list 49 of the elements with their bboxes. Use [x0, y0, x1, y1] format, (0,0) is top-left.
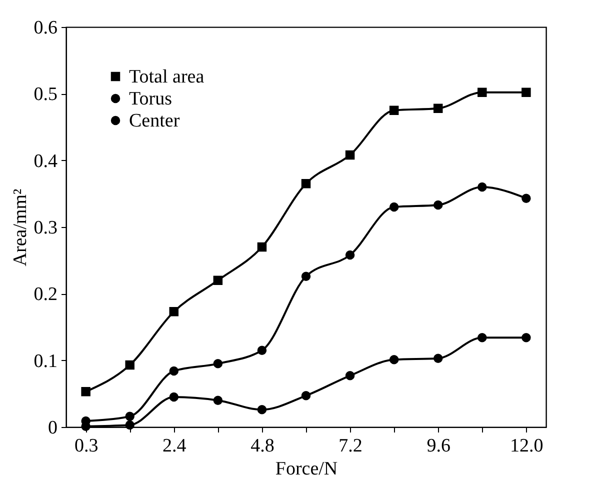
point: [345, 250, 355, 260]
point: [301, 272, 311, 281]
point: [169, 366, 179, 376]
y-tick-label: 0.4: [34, 150, 58, 172]
x-tick-label: 9.6: [426, 436, 450, 456]
y-tick-label: 0.2: [34, 284, 58, 306]
point: [433, 104, 443, 113]
point: [389, 202, 399, 212]
y-tick-label: 0.5: [34, 84, 58, 106]
point: [213, 396, 223, 405]
y-tick-label: 0: [48, 418, 58, 438]
point: [169, 307, 179, 316]
x-tick-label: 12.0: [510, 436, 544, 456]
point: [522, 333, 531, 342]
x-tick-label: 7.2: [338, 436, 362, 456]
point: [213, 359, 223, 368]
point: [257, 242, 267, 252]
point: [522, 88, 531, 97]
point: [81, 387, 90, 396]
point: [125, 360, 134, 370]
point: [389, 106, 399, 115]
point: [213, 276, 223, 285]
point: [125, 412, 134, 421]
point: [433, 200, 443, 210]
point: [257, 346, 267, 355]
x-tick-label: 2.4: [162, 436, 187, 456]
point: [433, 354, 443, 363]
point: [478, 333, 487, 342]
legend-label: Center: [129, 110, 180, 132]
y-tick-label: 0.1: [34, 350, 58, 372]
point: [389, 355, 399, 364]
x-tick-label: 0.3: [74, 436, 98, 456]
point: [345, 150, 355, 160]
point: [478, 88, 487, 97]
point: [169, 392, 179, 402]
x-axis-title: Force/N: [275, 458, 338, 480]
legend-label: Total area: [129, 66, 205, 88]
y-axis-title: Area/mm²: [10, 188, 31, 266]
y-tick-label: 0.6: [34, 18, 58, 38]
point: [345, 371, 355, 380]
x-tick-label: 4.8: [250, 436, 274, 456]
point: [301, 391, 311, 400]
point: [125, 420, 134, 430]
point: [257, 405, 267, 414]
point: [478, 182, 487, 192]
legend-label: Torus: [129, 88, 172, 110]
y-tick-label: 0.3: [34, 218, 58, 238]
point: [301, 179, 311, 188]
point: [522, 194, 531, 203]
